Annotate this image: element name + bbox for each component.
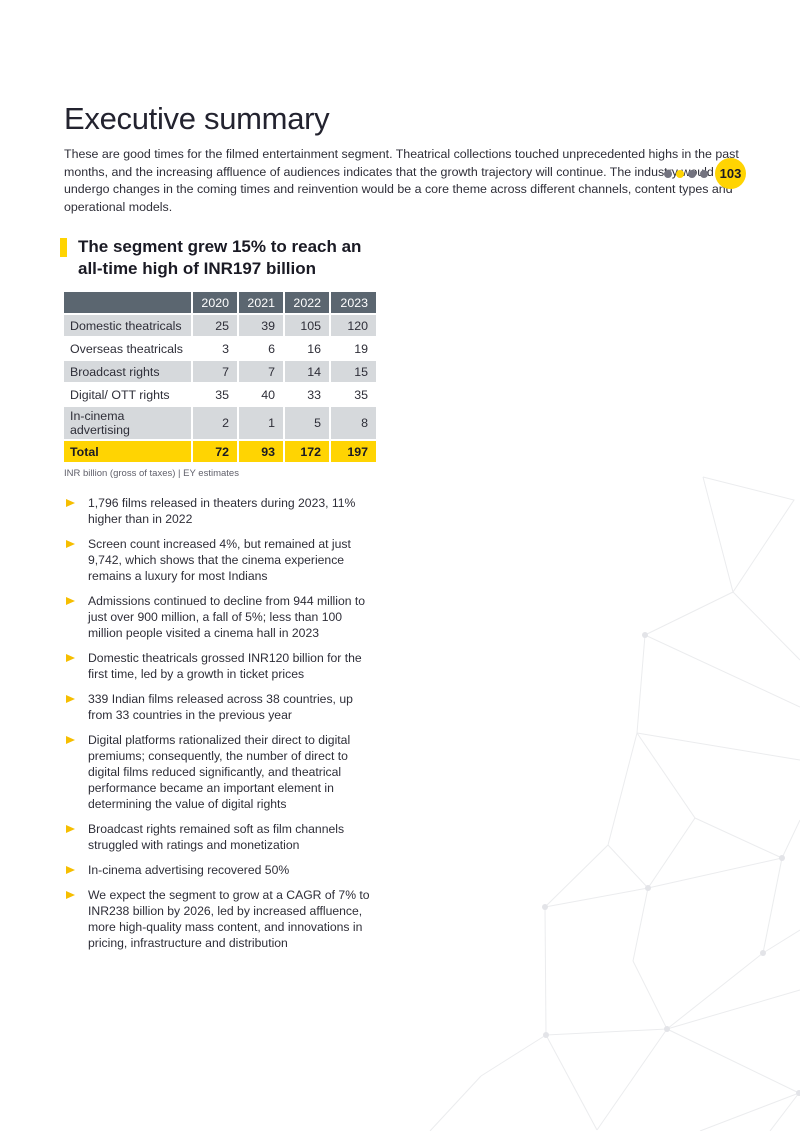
- bullet-item: Digital platforms rationalized their dir…: [64, 732, 378, 812]
- row-label: Broadcast rights: [64, 360, 192, 384]
- bullet-arrow-icon: [66, 653, 75, 662]
- intro-paragraph: These are good times for the filmed ente…: [64, 147, 739, 214]
- bullet-text: Screen count increased 4%, but remained …: [88, 537, 351, 584]
- pager-dot-icon: [664, 169, 672, 178]
- table-row: Overseas theatricals 3 6 16 19: [64, 337, 376, 361]
- table-caption: INR billion (gross of taxes) | EY estima…: [64, 468, 239, 480]
- cell-value: 19: [329, 337, 376, 361]
- pager-dot-icon: [700, 169, 708, 178]
- table-header-2023: 2023: [329, 292, 376, 315]
- bullet-list: 1,796 films released in theaters during …: [64, 495, 378, 951]
- table-row: Digital/ OTT rights 35 40 33 35: [64, 383, 376, 407]
- cell-value: 6: [237, 337, 284, 361]
- bullet-text: Admissions continued to decline from 944…: [88, 594, 366, 641]
- bullet-arrow-icon: [66, 596, 75, 605]
- bullet-text: Broadcast rights remained soft as film c…: [88, 822, 345, 853]
- pager-dot-icon: [688, 169, 696, 178]
- bullet-text: 1,796 films released in theaters during …: [88, 496, 356, 527]
- bullet-item: Admissions continued to decline from 944…: [64, 593, 378, 641]
- bullet-text: In-cinema advertising recovered 50%: [88, 863, 290, 878]
- row-label: Overseas theatricals: [64, 337, 192, 361]
- cell-value: 3: [191, 337, 238, 361]
- cell-value: 39: [237, 314, 284, 338]
- section-heading: The segment grew 15% to reach an all-tim…: [60, 236, 378, 280]
- cell-value: 120: [329, 314, 376, 338]
- cell-value: 105: [283, 314, 330, 338]
- table-header-empty: [64, 292, 192, 315]
- table-row: Broadcast rights 7 7 14 15: [64, 360, 376, 384]
- bullet-item: In-cinema advertising recovered 50%: [64, 862, 378, 878]
- bullet-item: Broadcast rights remained soft as film c…: [64, 821, 378, 853]
- cell-value: 5: [283, 406, 330, 441]
- page-title: Executive summary: [64, 101, 330, 136]
- cell-value: 8: [329, 406, 376, 441]
- bullet-item: 339 Indian films released across 38 coun…: [64, 691, 378, 723]
- cell-value: 15: [329, 360, 376, 384]
- table-header-2021: 2021: [237, 292, 284, 315]
- page-number-badge: 103: [715, 158, 746, 189]
- table-row: Domestic theatricals 25 39 105 120: [64, 314, 376, 338]
- cell-value: 35: [191, 383, 238, 407]
- bullet-text: Domestic theatricals grossed INR120 bill…: [88, 651, 362, 682]
- cell-value: 2: [191, 406, 238, 441]
- total-value: 93: [237, 440, 284, 463]
- bullet-arrow-icon: [66, 865, 75, 874]
- table-total-row: Total 72 93 172 197: [64, 440, 376, 463]
- total-value: 197: [329, 440, 376, 463]
- row-label: Domestic theatricals: [64, 314, 192, 338]
- heading-accent-bar: [60, 238, 67, 258]
- bullet-item: We expect the segment to grow at a CAGR …: [64, 887, 378, 951]
- bullet-arrow-icon: [66, 890, 75, 899]
- table-header-2020: 2020: [191, 292, 238, 315]
- section-heading-text: The segment grew 15% to reach an all-tim…: [78, 237, 362, 279]
- table-header-row: 2020 2021 2022 2023: [64, 292, 376, 315]
- cell-value: 7: [191, 360, 238, 384]
- bullet-arrow-icon: [66, 824, 75, 833]
- pager: 103: [660, 158, 746, 189]
- bullet-item: Domestic theatricals grossed INR120 bill…: [64, 650, 378, 682]
- bullet-text: Digital platforms rationalized their dir…: [88, 733, 351, 812]
- cell-value: 35: [329, 383, 376, 407]
- cell-value: 16: [283, 337, 330, 361]
- table-row: In-cinema advertising 2 1 5 8: [64, 406, 376, 441]
- cell-value: 40: [237, 383, 284, 407]
- row-label: In-cinema advertising: [64, 406, 192, 441]
- total-label: Total: [64, 440, 192, 463]
- bullet-text: We expect the segment to grow at a CAGR …: [88, 888, 370, 951]
- bullet-text: 339 Indian films released across 38 coun…: [88, 692, 353, 723]
- total-value: 72: [191, 440, 238, 463]
- bullet-arrow-icon: [66, 694, 75, 703]
- segment-revenue-table: 2020 2021 2022 2023 Domestic theatricals…: [64, 292, 376, 463]
- cell-value: 25: [191, 314, 238, 338]
- bullet-arrow-icon: [66, 539, 75, 548]
- pager-dot-active-icon: [676, 169, 684, 178]
- cell-value: 14: [283, 360, 330, 384]
- cell-value: 33: [283, 383, 330, 407]
- bullet-item: Screen count increased 4%, but remained …: [64, 536, 378, 584]
- page-number: 103: [719, 166, 742, 181]
- cell-value: 7: [237, 360, 284, 384]
- bullet-arrow-icon: [66, 735, 75, 744]
- row-label: Digital/ OTT rights: [64, 383, 192, 407]
- bullet-arrow-icon: [66, 498, 75, 507]
- table-header-2022: 2022: [283, 292, 330, 315]
- bullet-item: 1,796 films released in theaters during …: [64, 495, 378, 527]
- total-value: 172: [283, 440, 330, 463]
- cell-value: 1: [237, 406, 284, 441]
